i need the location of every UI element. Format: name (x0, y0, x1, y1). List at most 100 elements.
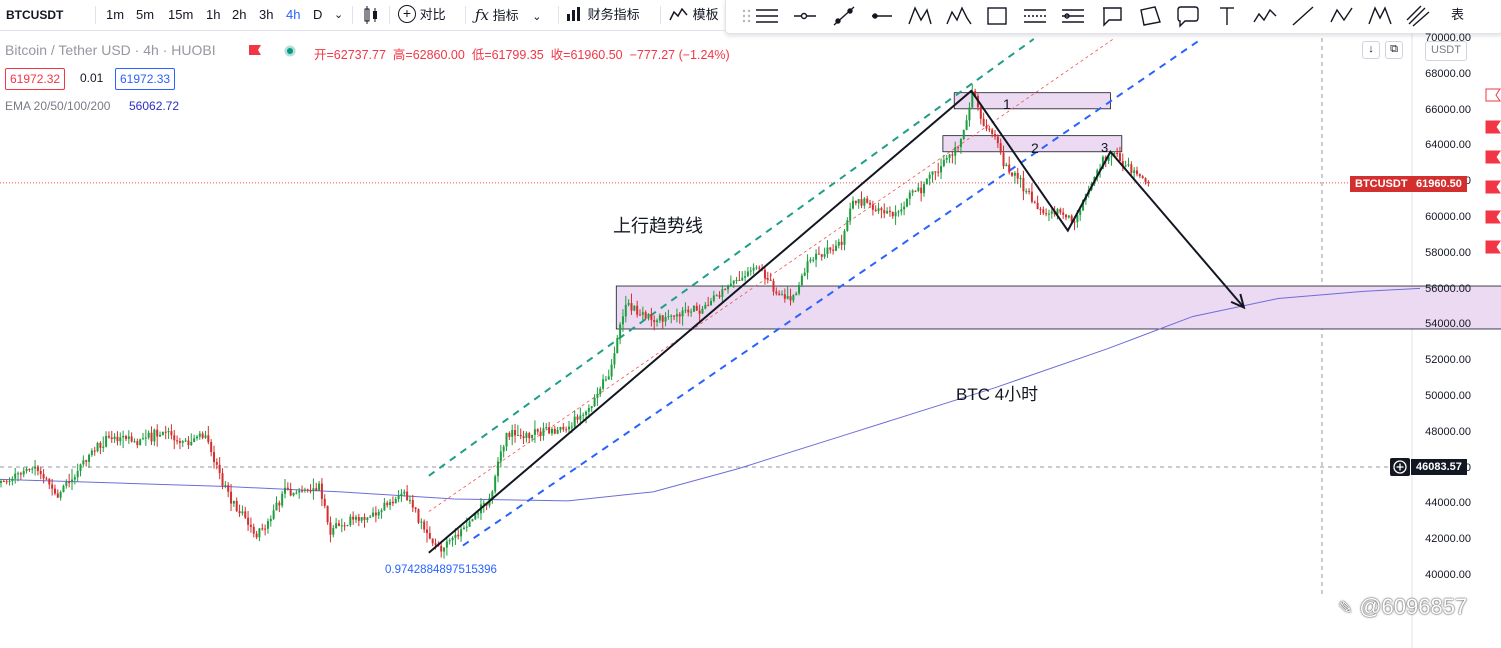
candle-body (701, 308, 704, 314)
regression-tool-icon[interactable] (1058, 2, 1088, 30)
candle-body (195, 436, 198, 439)
symbol-title: Bitcoin / Tether USD · 4h · HUOBI (5, 42, 216, 58)
compare-button[interactable]: + 对比 (398, 0, 446, 30)
hray-tool-icon[interactable] (790, 2, 820, 30)
callout-tool-icon[interactable] (1097, 2, 1127, 30)
candle-body (62, 485, 65, 493)
wave-tool-icon[interactable] (1250, 2, 1280, 30)
interval-4h[interactable]: 4h (286, 7, 301, 22)
candle-body (954, 147, 957, 156)
candle-body (170, 431, 173, 436)
alert-flag-icon[interactable] (1485, 88, 1501, 102)
template-icon (669, 7, 688, 21)
xabcd-tool-icon[interactable] (905, 2, 935, 30)
candle-body (1138, 174, 1141, 177)
financials-button[interactable]: 财务指标 (566, 0, 640, 30)
chart-type-candles-icon[interactable] (360, 0, 382, 30)
abcd-tool-icon[interactable] (1327, 2, 1357, 30)
polygon-tool-icon[interactable] (1135, 2, 1165, 30)
channel-top-line (428, 38, 1035, 477)
candle-body (380, 510, 383, 512)
candle-body (610, 364, 613, 377)
candle-body (621, 316, 624, 325)
candle-body (284, 487, 286, 494)
candle-body (1059, 209, 1062, 213)
alert-flag-icon[interactable] (1485, 150, 1501, 164)
candle-body (1056, 209, 1059, 215)
line-tool-icon[interactable] (1288, 2, 1318, 30)
candle-body (877, 208, 880, 212)
candle-body (772, 280, 775, 292)
y-tick-label: 48000.00 (1425, 425, 1471, 438)
candle-body (224, 485, 227, 487)
candle-body (832, 249, 835, 251)
bid-price-button[interactable]: 61972.32 (5, 68, 66, 90)
alert-flag-icon[interactable] (1485, 180, 1501, 194)
candle-body (602, 379, 605, 389)
download-icon[interactable]: ↓ (1362, 41, 1380, 59)
flag-icon[interactable] (248, 44, 262, 59)
y-tick-label: 54000.00 (1425, 318, 1471, 331)
comment-tool-icon[interactable] (1173, 2, 1203, 30)
candle-body (391, 501, 394, 504)
ask-price-button[interactable]: 61972.33 (115, 68, 176, 90)
symbol-search[interactable]: BTCUSDT (6, 8, 64, 22)
candle-body (678, 314, 681, 317)
interval-3h[interactable]: 3h (259, 7, 274, 22)
toolbar-overflow-label[interactable]: 表 (1451, 7, 1465, 22)
candle-body (318, 483, 321, 491)
brush-tool-icon[interactable] (1403, 2, 1433, 30)
interval-D[interactable]: D (313, 7, 323, 22)
interval-15m[interactable]: 15m (168, 7, 194, 22)
indicators-button[interactable]: ƒx 指标 ⌄ (475, 0, 542, 30)
alert-flag-icon[interactable] (1485, 120, 1501, 134)
annotation-timeframe[interactable]: BTC 4小时 (956, 385, 1039, 404)
candle-body (332, 528, 335, 535)
candle-body (434, 543, 437, 545)
fork-tool-icon[interactable] (1365, 2, 1395, 30)
candle-body (79, 464, 82, 471)
candle-body (712, 295, 715, 301)
parallel-tool-icon[interactable] (1020, 2, 1050, 30)
grip-tool-icon[interactable] (732, 2, 762, 30)
candle-body (707, 304, 710, 306)
hline-tool-icon[interactable] (867, 2, 897, 30)
candle-body (888, 211, 891, 213)
ema-indicator-label[interactable]: EMA 20/50/100/200 (5, 99, 111, 113)
hlines-tool-icon[interactable] (752, 2, 782, 30)
candle-body (451, 537, 454, 541)
candle-body (525, 433, 528, 438)
candle-body (204, 435, 207, 438)
candle-body (417, 509, 420, 523)
currency-selector[interactable]: USDT (1425, 41, 1467, 61)
interval-1m[interactable]: 1m (106, 7, 125, 22)
candle-body (624, 304, 627, 317)
annotation-trend[interactable]: 上行趋势线 (613, 216, 703, 236)
interval-2h[interactable]: 2h (232, 7, 247, 22)
candle-body (133, 441, 136, 443)
candle-body (411, 500, 414, 508)
function-icon: ƒx (475, 6, 490, 24)
add-alert-plus-icon[interactable] (1390, 458, 1410, 476)
interval-5m[interactable]: 5m (136, 7, 155, 22)
pattern-tool-icon[interactable] (944, 2, 974, 30)
candle-body (218, 464, 221, 474)
candle-body (664, 316, 667, 322)
rect-tool-icon[interactable] (982, 2, 1012, 30)
text-tool-icon[interactable] (1212, 2, 1242, 30)
candle-body (335, 523, 338, 529)
alert-flag-icon[interactable] (1485, 240, 1501, 254)
candle-body (698, 310, 701, 314)
interval-dropdown-icon[interactable]: ⌄ (334, 9, 344, 21)
alert-flag-icon[interactable] (1485, 210, 1501, 224)
trendline-tool-icon[interactable] (829, 2, 859, 30)
fullscreen-icon[interactable]: ⧉ (1385, 41, 1403, 59)
candle-body (1082, 199, 1085, 211)
candle-body (957, 147, 960, 149)
candle-body (570, 426, 573, 428)
templates-button[interactable]: 模板 (669, 0, 719, 30)
candle-body (917, 187, 920, 191)
candle-body (860, 199, 863, 206)
interval-1h[interactable]: 1h (206, 7, 221, 22)
